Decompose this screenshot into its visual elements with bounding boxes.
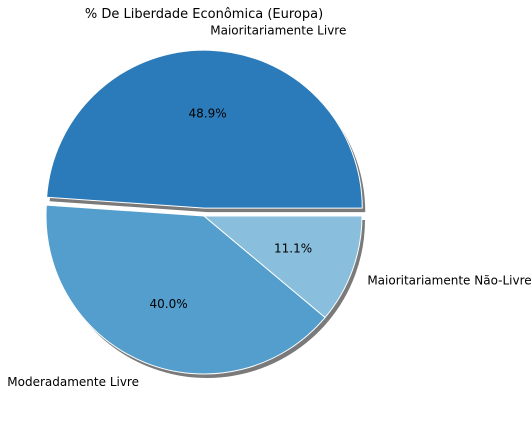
pie-slices (45, 49, 363, 375)
pie-labels: 48.9% Maioritariamente Livre 40.0% Moderada… (7, 23, 531, 389)
pie-slice-maioritariamente-livre (46, 49, 363, 209)
pie-slice-maioritariamente-n-o-livre (203, 215, 363, 318)
pie-percent-label: 11.1% (274, 241, 312, 255)
chart-title: % De Liberdade Econômica (Europa) (85, 7, 323, 22)
pie-percent-label: 48.9% (188, 106, 226, 120)
pie-category-label: Maioritariamente Não-Livre (367, 273, 531, 287)
pie-slice-moderadamente-livre (45, 204, 326, 375)
pie-category-label: Moderadamente Livre (7, 375, 139, 389)
pie-category-label: Maioritariamente Livre (210, 23, 346, 37)
pie-percent-label: 40.0% (149, 297, 187, 311)
